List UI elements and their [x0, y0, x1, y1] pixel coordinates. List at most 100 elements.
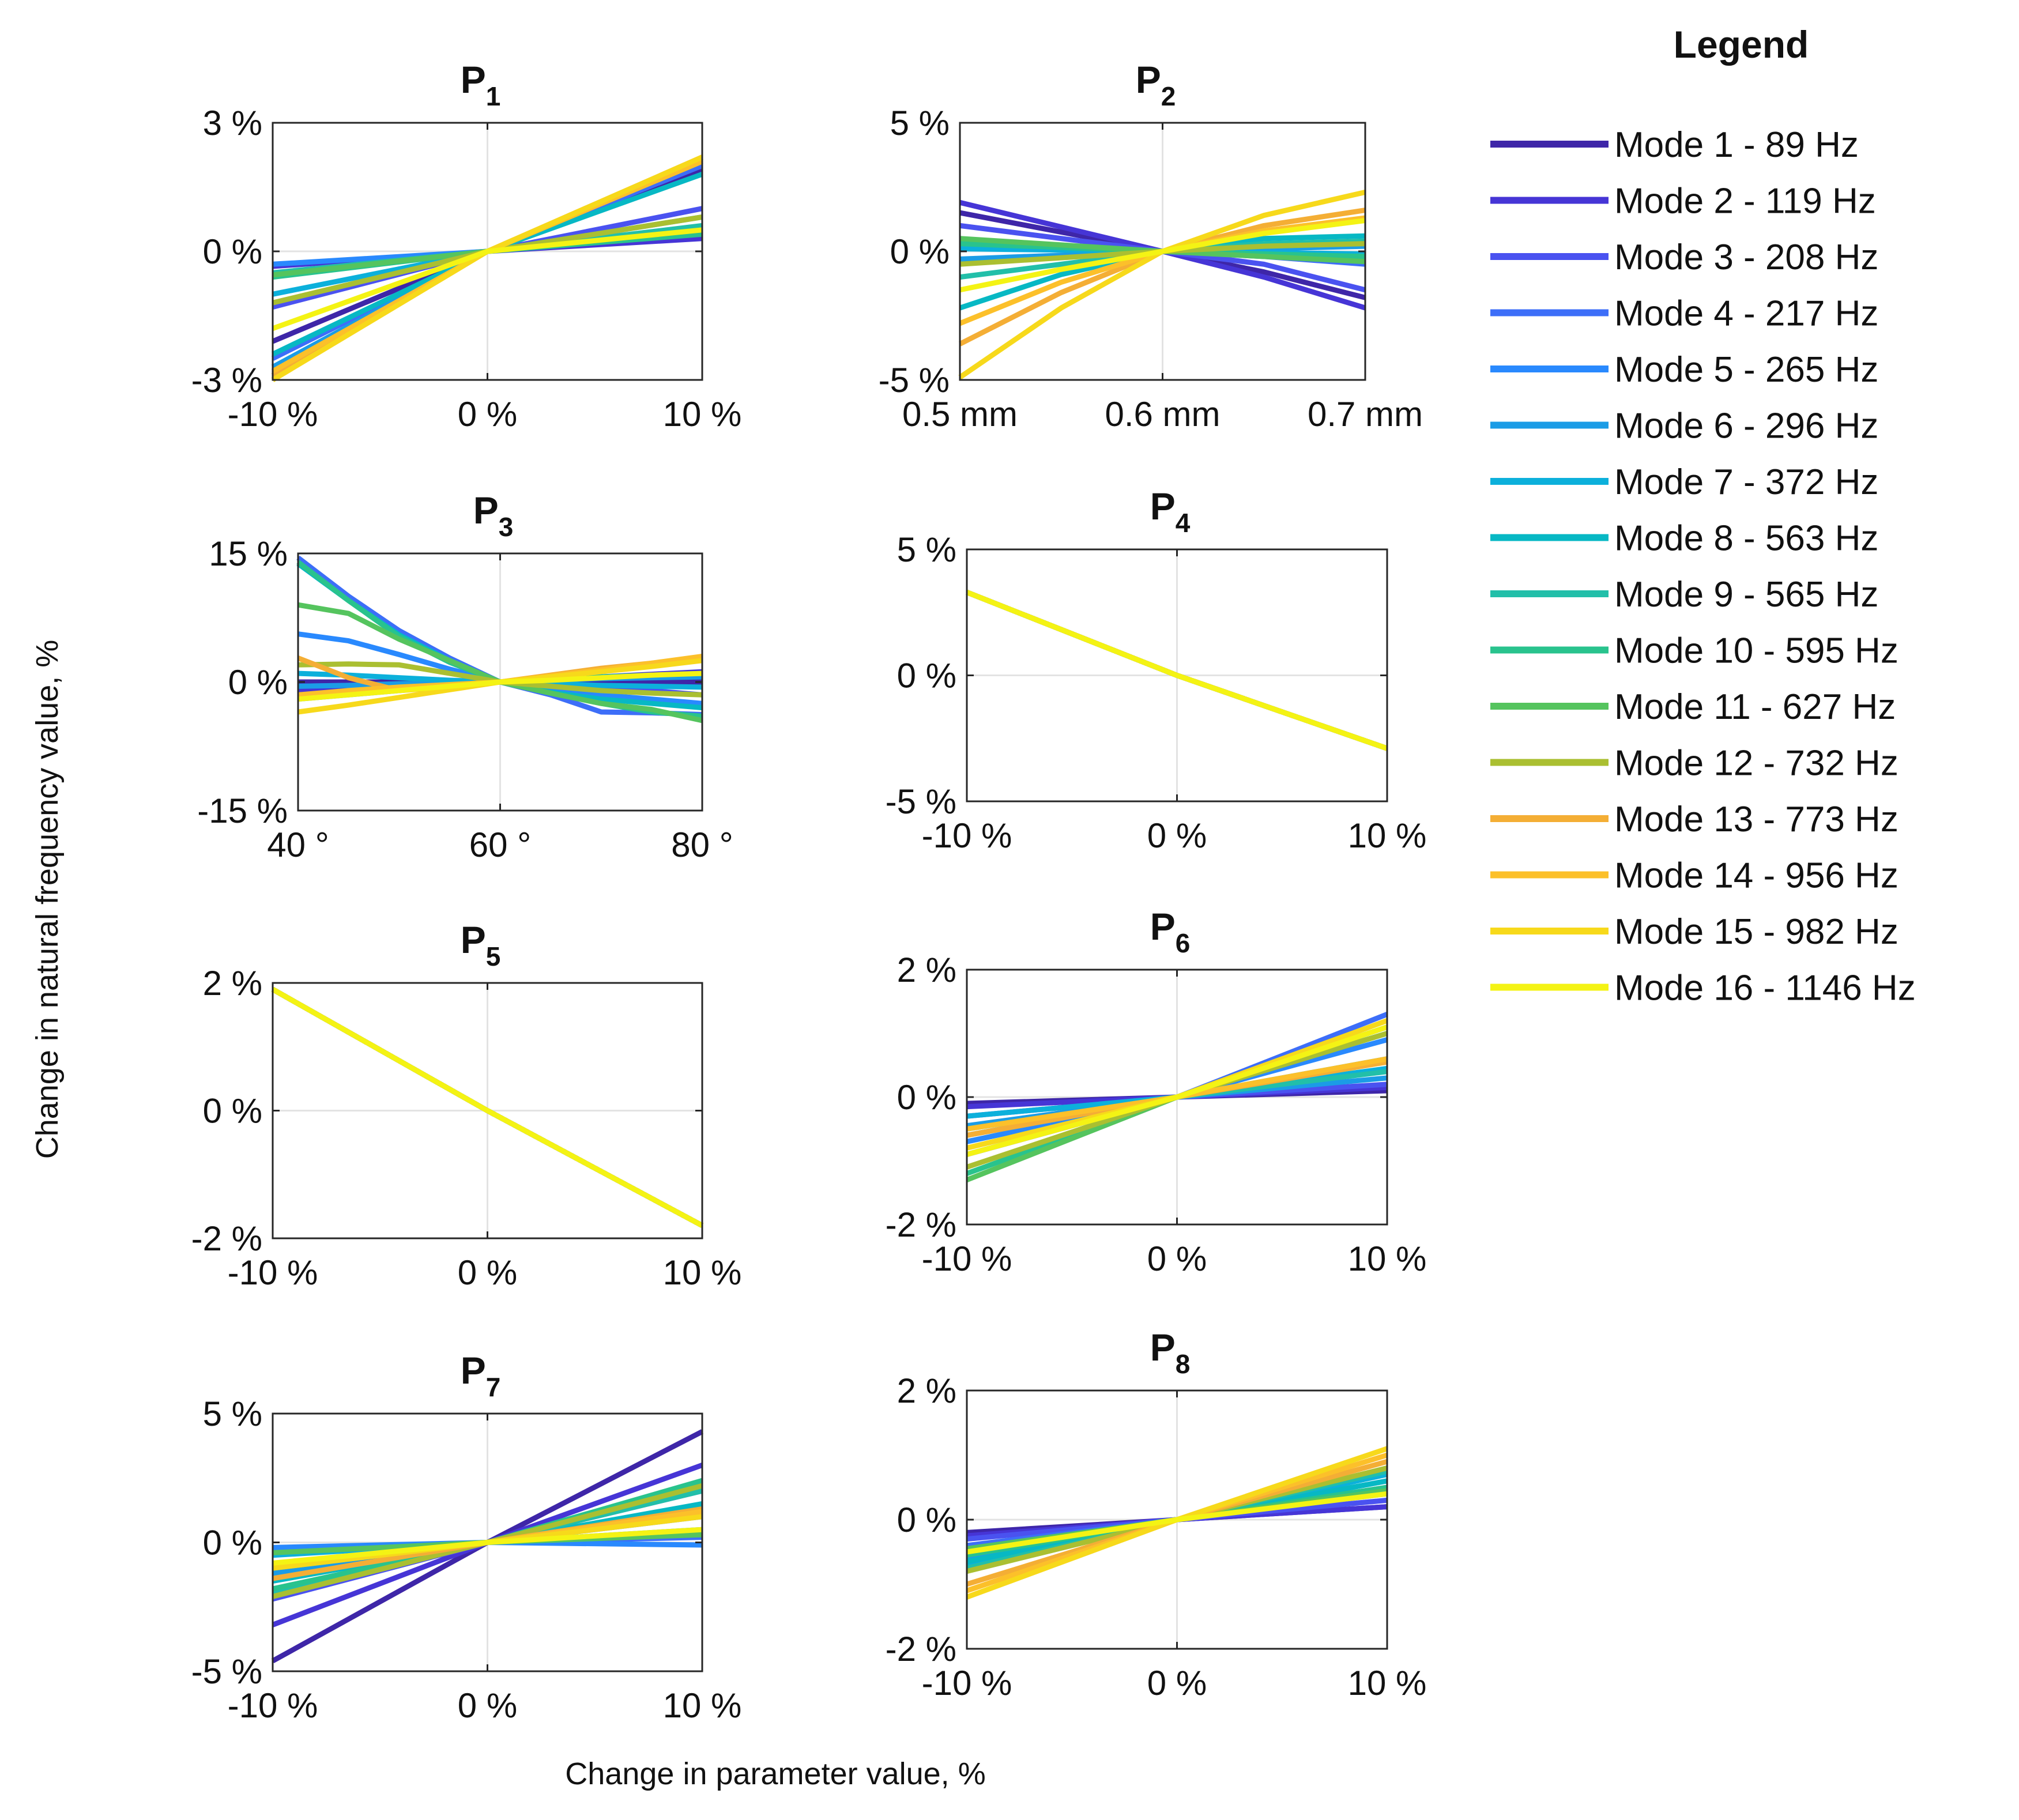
panel-title: P2: [1136, 58, 1176, 111]
panel-title: P5: [461, 918, 501, 971]
legend-label: Mode 5 - 265 Hz: [1614, 350, 1878, 390]
x-tick-label: 0 %: [458, 1253, 517, 1292]
legend: Legend Mode 1 - 89 Hz Mode 2 - 119 Hz Mode…: [1490, 23, 1916, 1008]
panel-title-subscript: 3: [499, 512, 514, 542]
y-tick-label: 0 %: [203, 232, 262, 271]
legend-entry-mode-6: Mode 6 - 296 Hz: [1490, 406, 1878, 446]
panel-title-main: P: [1150, 485, 1176, 527]
legend-label: Mode 14 - 956 Hz: [1614, 856, 1899, 896]
series-line-mode-16: [272, 1527, 703, 1566]
x-tick-label: -10 %: [922, 816, 1012, 855]
panel-title: P4: [1150, 485, 1191, 538]
chart-panel-7: -10 % 0 % 10 % 5 % 0 % -5 % P7: [191, 1349, 742, 1725]
y-tick-label: 0 %: [897, 1501, 956, 1539]
panel-title-main: P: [1150, 905, 1176, 948]
panel-title-subscript: 7: [486, 1372, 501, 1402]
legend-label: Mode 3 - 208 Hz: [1614, 238, 1878, 277]
legend-entry-mode-14: Mode 14 - 956 Hz: [1490, 856, 1899, 896]
panel-title-subscript: 6: [1176, 928, 1191, 958]
series-line-mode-16: [271, 987, 704, 1228]
series-line-mode-16: [959, 218, 1366, 293]
panel-title-main: P: [473, 489, 499, 532]
x-tick-label: 0 %: [458, 395, 517, 434]
panel-title-subscript: 5: [486, 941, 501, 971]
legend-entry-mode-9: Mode 9 - 565 Hz: [1490, 575, 1878, 615]
legend-entry-mode-15: Mode 15 - 982 Hz: [1490, 912, 1899, 952]
y-tick-label: 0 %: [890, 232, 950, 271]
legend-entry-mode-1: Mode 1 - 89 Hz: [1490, 125, 1859, 165]
legend-label: Mode 1 - 89 Hz: [1614, 125, 1859, 165]
chart-panel-8: -10 % 0 % 10 % 2 % 0 % -2 % P8: [886, 1326, 1427, 1702]
y-tick-label: -5 %: [191, 1652, 262, 1691]
legend-label: Mode 7 - 372 Hz: [1614, 462, 1878, 502]
panel-title: P8: [1150, 1326, 1191, 1379]
legend-label: Mode 6 - 296 Hz: [1614, 406, 1878, 446]
y-tick-label: 5 %: [897, 530, 956, 569]
legend-entry-mode-4: Mode 4 - 217 Hz: [1490, 294, 1878, 334]
y-tick-label: 0 %: [897, 657, 956, 695]
x-tick-label: 0.5 mm: [902, 395, 1018, 434]
panel-title-subscript: 1: [486, 81, 501, 111]
y-tick-label: 5 %: [890, 104, 950, 142]
x-tick-label: 80 °: [671, 826, 733, 864]
y-tick-label: -5 %: [879, 361, 950, 400]
x-tick-label: 10 %: [663, 395, 742, 434]
y-tick-label: 2 %: [897, 1371, 956, 1410]
x-tick-label: 40 °: [267, 826, 329, 864]
panel-title: P7: [461, 1349, 501, 1402]
x-tick-label: -10 %: [228, 395, 318, 434]
figure-xlabel: Change in parameter value, %: [565, 1757, 985, 1791]
legend-label: Mode 10 - 595 Hz: [1614, 631, 1899, 671]
x-tick-label: 0.6 mm: [1105, 395, 1220, 434]
y-tick-label: -3 %: [191, 361, 262, 400]
legend-entry-mode-8: Mode 8 - 563 Hz: [1490, 519, 1878, 559]
y-tick-label: 5 %: [203, 1395, 262, 1433]
y-tick-label: -2 %: [886, 1630, 956, 1668]
chart-panel-5: -10 % 0 % 10 % 2 % 0 % -2 % P5: [191, 918, 742, 1292]
figure-ylabel: Change in natural frequency value, %: [30, 640, 65, 1159]
x-tick-label: 10 %: [1348, 1664, 1427, 1702]
panel-title-main: P: [1136, 58, 1161, 101]
legend-entry-mode-2: Mode 2 - 119 Hz: [1490, 182, 1876, 221]
x-tick-label: -10 %: [922, 1664, 1012, 1702]
y-tick-label: -2 %: [886, 1205, 956, 1244]
x-tick-label: 60 °: [469, 826, 531, 864]
series-line-mode-16: [297, 670, 703, 702]
legend-entry-mode-16: Mode 16 - 1146 Hz: [1490, 969, 1916, 1008]
legend-entry-mode-3: Mode 3 - 208 Hz: [1490, 238, 1878, 277]
y-tick-label: 0 %: [897, 1078, 956, 1117]
panels: -10 % 0 % 10 %3 %0 %-3 %P10.5 mm 0.6 mm 0.7 …: [191, 58, 1427, 1725]
legend-label: Mode 12 - 732 Hz: [1614, 744, 1899, 783]
y-tick-label: 0 %: [228, 663, 288, 702]
x-tick-label: -10 %: [922, 1239, 1012, 1278]
legend-label: Mode 13 - 773 Hz: [1614, 800, 1899, 839]
series-line-mode-16: [966, 1491, 1388, 1555]
y-tick-label: 3 %: [203, 104, 262, 142]
legend-label: Mode 11 - 627 Hz: [1614, 687, 1896, 727]
panel-title-main: P: [461, 58, 486, 101]
chart-panel-4: -10 % 0 % 10 % 5 % 0 % -5 % P4: [886, 485, 1427, 855]
panel-title-main: P: [461, 918, 486, 961]
chart-panel-6: -10 % 0 % 10 % 2 % 0 % -2 % P6: [886, 905, 1427, 1278]
x-tick-label: -10 %: [228, 1253, 318, 1292]
x-tick-label: 0 %: [1147, 1664, 1207, 1702]
y-tick-label: -5 %: [886, 782, 956, 821]
x-tick-label: 10 %: [1348, 1239, 1427, 1278]
x-tick-label: -10 %: [228, 1686, 318, 1725]
panel-title-subscript: 8: [1176, 1349, 1191, 1379]
y-tick-label: -15 %: [197, 792, 288, 830]
legend-label: Mode 2 - 119 Hz: [1614, 182, 1876, 221]
x-tick-label: 10 %: [1348, 816, 1427, 855]
y-tick-label: -2 %: [191, 1219, 262, 1258]
x-tick-label: 0 %: [458, 1686, 517, 1725]
series-line-mode-16: [272, 227, 703, 331]
panel-title-main: P: [1150, 1326, 1176, 1369]
chart-panel-1: -10 % 0 % 10 % 3 % 0 % -3 % P1: [191, 58, 742, 434]
panel-title-subscript: 2: [1161, 81, 1176, 111]
legend-entry-mode-13: Mode 13 - 773 Hz: [1490, 800, 1899, 839]
legend-label: Mode 9 - 565 Hz: [1614, 575, 1878, 615]
legend-entry-mode-12: Mode 12 - 732 Hz: [1490, 744, 1899, 783]
y-tick-label: 0 %: [203, 1524, 262, 1562]
y-tick-label: 0 %: [203, 1092, 262, 1131]
panel-title-main: P: [461, 1349, 486, 1392]
